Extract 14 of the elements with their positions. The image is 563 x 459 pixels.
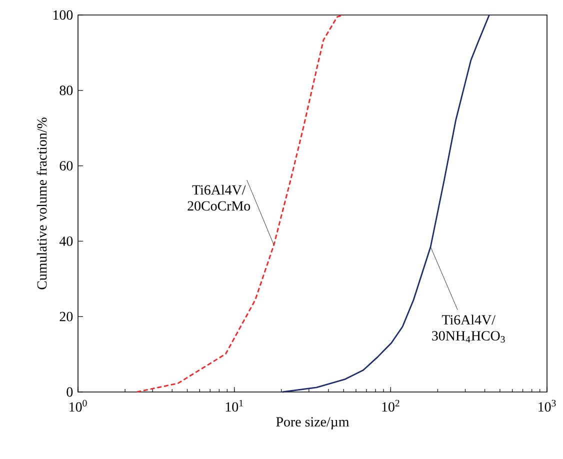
y-axis-title: Cumulative volume fraction/% bbox=[36, 118, 47, 290]
y-tick-label: 100 bbox=[53, 10, 73, 20]
annotation: Ti6Al4V/ 20CoCrMo bbox=[188, 184, 250, 211]
x-tick-label: 10$^{3}$ bbox=[538, 400, 556, 412]
y-tick-label: 0 bbox=[66, 387, 73, 397]
y-tick-label: 40 bbox=[59, 236, 73, 246]
x-tick-label: 10$^{0}$ bbox=[70, 400, 87, 412]
x-axis-title: Pore size/µm bbox=[276, 417, 350, 430]
annotation: Ti6Al4V/ 30NH$_{4}$HCO$_{3}$ bbox=[432, 314, 505, 343]
x-tick-label: 10$^{2}$ bbox=[382, 400, 400, 412]
y-tick-label: 60 bbox=[60, 161, 73, 171]
y-tick-label: 80 bbox=[60, 86, 73, 96]
x-tick-label: 10$^{1}$ bbox=[226, 400, 243, 412]
y-tick-label: 20 bbox=[60, 312, 73, 322]
